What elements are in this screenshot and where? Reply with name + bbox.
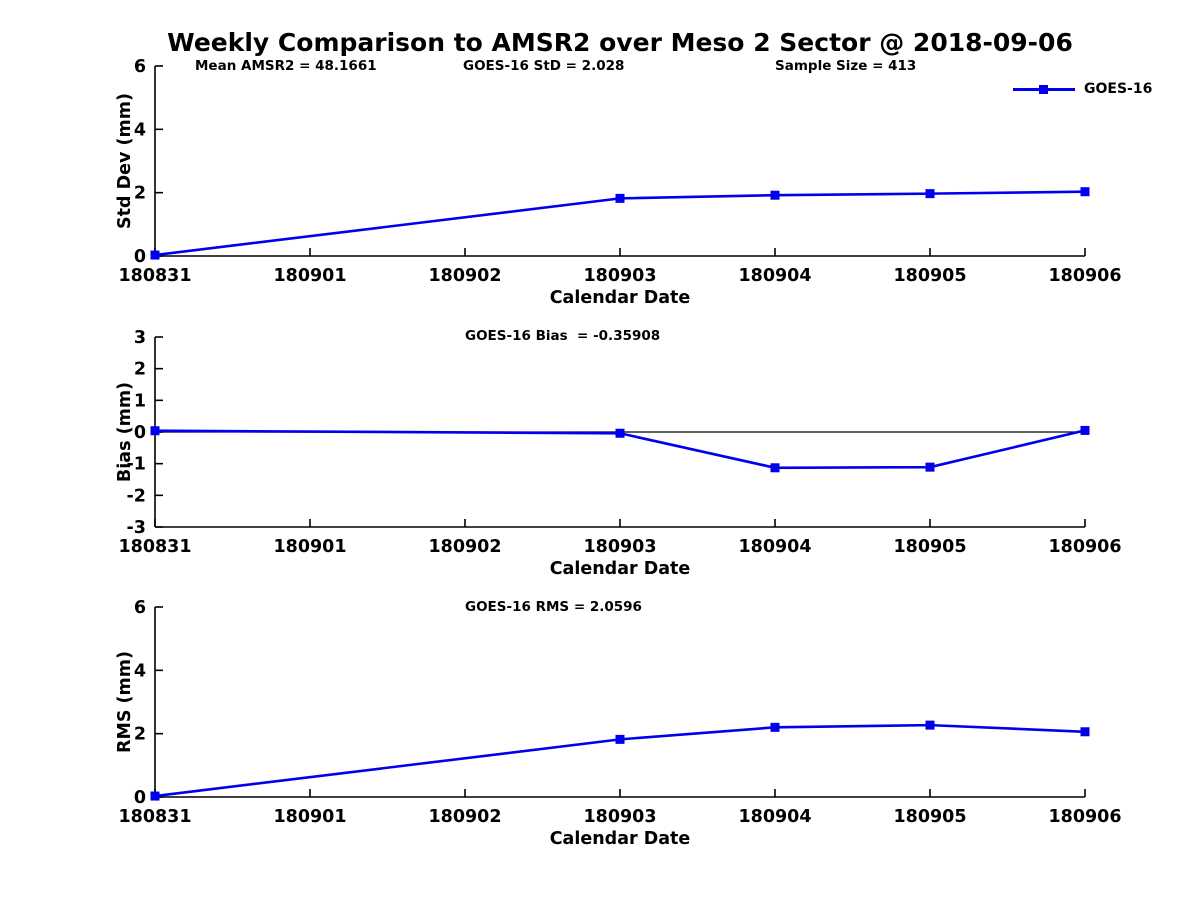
x-axis-title: Calendar Date: [550, 288, 691, 308]
y-tick-label: 0: [134, 788, 146, 808]
data-point-marker: [1080, 425, 1090, 435]
x-tick-label: 180906: [1048, 537, 1121, 557]
x-tick-label: 180905: [893, 266, 966, 286]
x-tick-label: 180903: [583, 807, 656, 827]
y-tick-label: 2: [134, 184, 146, 204]
y-axis-title: RMS (mm): [115, 651, 135, 753]
data-point-marker: [925, 462, 935, 472]
data-point-marker: [925, 189, 935, 199]
x-tick-label: 180906: [1048, 266, 1121, 286]
data-point-marker: [1080, 187, 1090, 197]
data-point-marker: [770, 463, 780, 473]
y-tick-label: 3: [134, 328, 146, 348]
data-point-marker: [150, 426, 160, 436]
legend-square-marker-icon: [1039, 84, 1048, 94]
data-point-marker: [615, 428, 625, 438]
y-axis-title: Bias (mm): [115, 382, 135, 482]
y-tick-label: 2: [134, 360, 146, 380]
x-tick-label: 180904: [738, 266, 811, 286]
x-tick-label: 180903: [583, 266, 656, 286]
data-point-marker: [150, 250, 160, 260]
data-point-marker: [770, 190, 780, 200]
y-tick-label: 4: [134, 661, 146, 681]
x-tick-label: 180904: [738, 807, 811, 827]
chart-title: Weekly Comparison to AMSR2 over Meso 2 S…: [167, 28, 1073, 57]
legend-line-marker-icon: [1013, 84, 1075, 95]
y-tick-label: -2: [127, 486, 146, 506]
y-tick-label: 0: [134, 247, 146, 267]
legend: GOES-16: [1013, 81, 1152, 97]
data-point-marker: [615, 734, 625, 744]
x-tick-label: 180906: [1048, 807, 1121, 827]
data-point-marker: [925, 720, 935, 730]
data-point-marker: [1080, 727, 1090, 737]
x-tick-label: 180902: [428, 807, 501, 827]
y-tick-label: 4: [134, 120, 146, 140]
data-point-marker: [150, 791, 160, 801]
y-tick-label: -3: [127, 518, 146, 538]
x-tick-label: 180901: [273, 807, 346, 827]
data-point-marker: [615, 193, 625, 203]
data-point-marker: [770, 722, 780, 732]
x-tick-label: 180904: [738, 537, 811, 557]
x-tick-label: 180831: [118, 266, 191, 286]
y-tick-label: 0: [134, 423, 146, 443]
y-tick-label: 2: [134, 725, 146, 745]
stat-annotation-sample-size: Sample Size = 413: [775, 58, 917, 74]
stat-annotation-goes16-rms: GOES-16 RMS = 2.0596: [465, 599, 642, 615]
stat-annotation-goes16-bias: GOES-16 Bias = -0.35908: [465, 328, 661, 344]
y-tick-label: 6: [134, 57, 146, 77]
y-tick-label: 6: [134, 598, 146, 618]
y-axis-title: Std Dev (mm): [115, 93, 135, 229]
legend-label: GOES-16: [1084, 81, 1153, 97]
x-tick-label: 180901: [273, 266, 346, 286]
x-tick-label: 180831: [118, 537, 191, 557]
x-tick-label: 180901: [273, 537, 346, 557]
x-tick-label: 180902: [428, 537, 501, 557]
x-tick-label: 180831: [118, 807, 191, 827]
y-tick-label: 1: [134, 391, 146, 411]
y-tick-label: -1: [127, 455, 146, 475]
x-axis-title: Calendar Date: [550, 559, 691, 579]
x-tick-label: 180903: [583, 537, 656, 557]
x-tick-label: 180902: [428, 266, 501, 286]
x-axis-title: Calendar Date: [550, 829, 691, 849]
x-tick-label: 180905: [893, 537, 966, 557]
stat-annotation-goes16-std: GOES-16 StD = 2.028: [463, 58, 625, 74]
x-tick-label: 180905: [893, 807, 966, 827]
stat-annotation-mean-amsr2: Mean AMSR2 = 48.1661: [195, 58, 377, 74]
